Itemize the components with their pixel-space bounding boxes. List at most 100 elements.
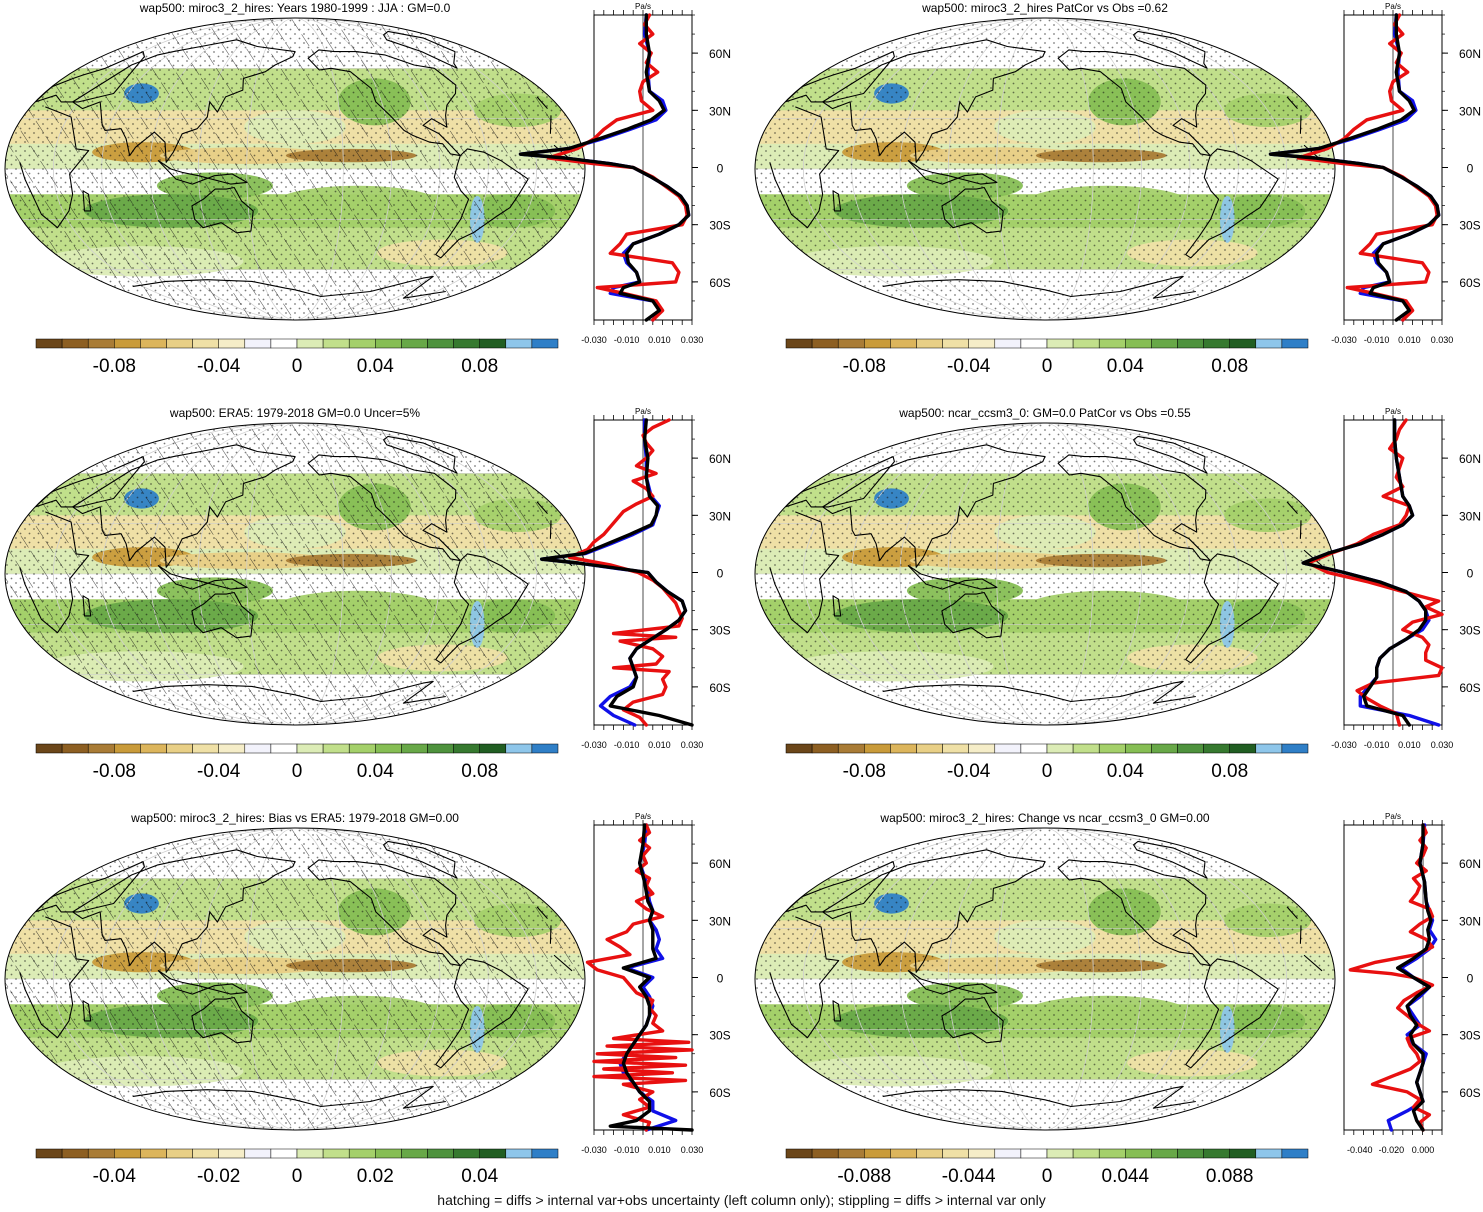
colorbar-box [375,338,402,349]
panel-title: wap500: miroc3_2_hires: Change vs ncar_c… [879,811,1210,825]
x-tick-label: -0.030 [581,335,607,345]
greenland-outline [1133,840,1208,879]
colorbar-label: 0.088 [1206,1166,1254,1187]
antarctica-outline [882,1085,1196,1109]
colorbar-box [296,1148,324,1159]
map-frame [754,17,1336,321]
x-tick-label: 0.010 [1398,740,1421,750]
colorbar-box [192,1148,219,1159]
colorbar-label: 0 [1042,761,1053,782]
colorbar-box [811,338,839,349]
x-tick-label: 0.030 [681,335,704,345]
australia-outline [941,996,1004,1044]
colorbar-box [166,743,193,754]
lat-label: 60S [1459,276,1480,290]
colorbar-box [87,1148,115,1159]
colorbar-label: 0 [1042,356,1053,377]
north-america-outline [1057,859,1211,967]
colorbar-box [114,338,141,349]
colorbar-box [479,338,507,349]
colorbar-label: 0.08 [1211,761,1248,782]
colorbar-label: -0.08 [93,761,136,782]
australia-outline [941,591,1004,639]
colorbar-box [968,743,996,754]
colorbar-box [427,338,454,349]
x-tick-label: -0.020 [1379,1145,1405,1155]
zonal-profile: Pa/s 60N 30N 0 30S 60S -0.030 -0.010 0.010 0.030 [1268,2,1481,345]
profile-line-model [1348,823,1435,1132]
south-america-outline [435,958,529,1069]
north-america-outline [307,859,461,967]
robinson-map [4,422,586,726]
stippling-overlay [755,828,1335,1130]
panel-title: wap500: ncar_ccsm3_0: GM=0.0 PatCor vs O… [898,406,1191,420]
lat-label: 60N [1459,452,1481,466]
colorbar-box [348,1148,376,1159]
madagascar-outline [832,190,842,212]
south-america-outline [1185,553,1279,664]
colorbar-box [114,1148,141,1159]
map-field [755,423,1335,725]
colorbar-label: -0.04 [197,356,241,377]
colorbar-box [218,743,246,754]
colorbar-box [531,743,559,754]
colorbar-box [890,743,917,754]
x-tick-label: 0.010 [648,740,671,750]
colorbar-label: -0.04 [947,356,991,377]
asia-outline [822,39,1046,163]
europe-outline [34,51,548,109]
colorbar-box [244,1148,272,1159]
antarctica-outline [132,1085,446,1109]
stippling-overlay [755,423,1335,725]
colorbar-box [505,1148,533,1159]
profile-line-mmm [1301,418,1428,727]
colorbar-box [270,1148,298,1159]
colorbar-box [192,338,219,349]
lat-label: 30N [709,914,731,928]
map-field [755,18,1335,320]
colorbar-box [890,338,917,349]
colorbar-box [218,1148,246,1159]
colorbar: -0.088 -0.044 0 0.044 0.088 [785,1148,1309,1187]
colorbar-box [1203,743,1230,754]
europe-outline [784,861,1298,919]
robinson-map [754,827,1336,1131]
lat-label: 60S [1459,681,1480,695]
europe-outline [784,456,1298,514]
zonal-profile: Pa/s 60N 30N 0 30S 60S -0.030 -0.010 0.010 0.030 [518,2,731,345]
colorbar-box [375,1148,402,1159]
colorbar-box [994,1148,1022,1159]
antarctica-outline [882,680,1196,704]
north-america-outline [307,49,461,157]
colorbar-box [270,743,298,754]
lat-label: 30N [1459,914,1481,928]
colorbar-label: -0.02 [197,1166,240,1187]
colorbar-box [1151,338,1178,349]
australia-outline [191,186,254,234]
north-america-outline [307,454,461,562]
colorbar-box [375,743,402,754]
antarctica-outline [132,680,446,704]
hatching-overlay [5,18,585,320]
antarctica-outline [132,275,446,299]
colorbar-box [270,338,298,349]
lat-label: 60S [709,681,730,695]
zonal-profile: Pa/s 60N 30N 0 30S 60S -0.030 -0.010 0.010 0.030 [1301,407,1481,750]
colorbar-label: 0.08 [461,356,498,377]
australia-outline [941,186,1004,234]
profile-line-mmm [540,418,694,727]
robinson-map [4,827,586,1131]
colorbar-box [916,338,943,349]
map-field [5,423,585,725]
europe-outline [784,51,1298,109]
south-america-outline [1185,148,1279,259]
colorbar-box [61,338,89,349]
australia-outline [191,996,254,1044]
profile-unit: Pa/s [635,2,651,11]
lat-label: 30N [1459,509,1481,523]
colorbar-box [968,1148,996,1159]
x-tick-label: 0.010 [1398,335,1421,345]
europe-outline [34,861,548,919]
colorbar-box [916,1148,943,1159]
